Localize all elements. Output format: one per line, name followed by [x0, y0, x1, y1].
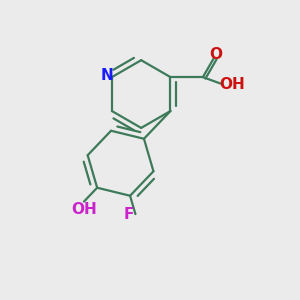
- Text: O: O: [209, 47, 222, 62]
- Text: F: F: [124, 207, 134, 222]
- Text: OH: OH: [71, 202, 97, 217]
- Text: OH: OH: [219, 77, 244, 92]
- Text: N: N: [101, 68, 114, 83]
